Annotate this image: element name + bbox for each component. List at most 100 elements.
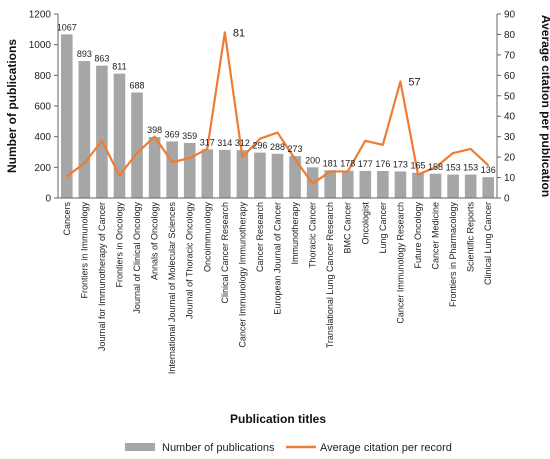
bar-8 [201,149,214,198]
citation-point-0 [65,175,68,178]
bar-0 [60,34,73,198]
y2-axis-title: Average citation per publication [539,15,550,197]
peak-annotation-1: 57 [408,76,420,88]
bar-value-label-24: 136 [481,165,496,175]
citation-point-20 [417,173,419,176]
y2-tick-label-7: 70 [504,50,516,61]
bar-6 [166,141,178,198]
bar-value-label-20: 165 [410,161,425,171]
legend-bar-label: Number of publications [162,442,275,454]
x-tick-label-20: Future Oncology [413,202,423,269]
y-tick-label-0: 0 [45,194,51,205]
x-tick-label-11: Cancer Research [255,202,265,272]
bar-1 [78,61,91,198]
citation-point-21 [434,166,437,169]
bar-value-label-18: 176 [375,159,390,169]
citation-point-16 [346,170,349,173]
y-tick-label-6: 1200 [29,10,52,21]
y2-tick-label-8: 80 [504,30,516,41]
x-tick-label-2: Journal for Immunotherapy of Cancer [97,202,107,351]
x-tick-label-1: Frontiers in Immunology [79,202,89,299]
x-tick-label-15: Translational Lung Cancer Research [325,202,335,348]
x-tick-label-14: Thoracic Cancer [308,202,318,268]
x-tick-label-24: Clinical Lung Cancer [483,202,493,285]
citation-point-11 [259,137,261,140]
bar-16 [341,170,354,198]
bar-2 [96,65,108,198]
y-tick-label-2: 400 [34,132,51,143]
bar-15 [324,170,336,198]
bar-7 [183,142,196,198]
x-tick-label-7: Journal of Thoracic Oncology [185,202,195,319]
y2-tick-label-0: 0 [504,194,510,205]
legend: Number of publications Average citation … [125,442,452,454]
y-tick-label-4: 800 [34,71,51,82]
bar-value-label-1: 893 [77,49,92,59]
bar-series-publications [60,34,495,198]
citation-point-24 [487,164,490,167]
citation-point-12 [276,131,279,134]
x-tick-label-23: Scientific Reports [466,202,476,273]
bar-value-label-22: 153 [446,163,461,173]
x-tick-label-8: Oncoimmunology [202,202,212,273]
y-tick-label-3: 600 [34,102,51,113]
citation-point-2 [101,139,103,142]
bar-value-label-3: 811 [112,62,126,72]
x-tick-label-6: International Journal of Molecular Scien… [167,202,177,375]
x-tick-label-17: Oncologist [360,202,370,245]
citation-point-23 [469,148,472,150]
bar-9 [219,149,231,198]
bar-3 [113,73,126,198]
citation-point-14 [311,182,314,185]
citation-point-19 [399,80,402,83]
bar-value-label-0: 1067 [57,22,77,32]
citation-point-17 [364,139,367,142]
bar-17 [359,170,372,198]
y2-tick-label-2: 20 [504,153,516,164]
citation-point-4 [136,152,138,154]
bar-18 [377,171,389,198]
bar-value-label-23: 153 [463,163,478,173]
bar-23 [464,174,477,198]
legend-line-label: Average citation per record [320,442,452,454]
bar-value-label-19: 173 [393,159,408,169]
bar-value-label-5: 398 [147,125,162,135]
bar-22 [447,174,459,198]
citation-point-22 [452,152,454,154]
y2-tick-label-3: 30 [504,132,516,143]
x-tick-label-12: European Journal of Cancer [273,202,283,315]
citation-point-3 [118,174,121,177]
bar-value-label-16: 178 [340,159,355,169]
x-tick-label-18: Lung Cancer [378,202,388,254]
bar-value-label-21: 158 [428,162,443,172]
x-tick-label-10: Cancer Immunology Immunotherapy [237,202,247,348]
bar-value-label-6: 369 [165,129,180,139]
citation-point-10 [241,156,244,158]
legend-bar-swatch [125,443,155,451]
bar-value-label-4: 688 [130,81,145,91]
x-tick-label-22: Frontiers in Pharmacology [448,202,458,308]
x-tick-label-13: Immunotherapy [290,202,300,265]
citation-point-15 [329,170,331,173]
bar-5 [148,136,161,198]
bar-value-label-8: 317 [200,137,215,147]
citation-point-1 [83,162,86,165]
x-tick-label-16: BMC Cancer [343,202,353,254]
y2-tick-label-4: 40 [504,112,516,123]
citation-point-6 [171,161,173,164]
y-tick-label-5: 1000 [29,40,52,51]
bar-value-label-15: 181 [323,158,338,168]
bar-20 [412,172,424,198]
bar-value-label-7: 359 [182,131,197,141]
axes: 0 200 400 600 800 1000 1200 0 10 20 30 40 50 60 70 80 90… [29,10,516,375]
y-tick-label-1: 200 [34,163,51,174]
citation-point-18 [382,144,384,146]
citation-point-8 [206,148,209,150]
y2-tick-label-5: 50 [504,91,516,102]
bar-11 [254,152,266,198]
citation-point-13 [294,158,296,160]
peak-annotation-0: 81 [233,27,245,39]
x-tick-label-3: Frontiers in Oncology [114,202,124,288]
